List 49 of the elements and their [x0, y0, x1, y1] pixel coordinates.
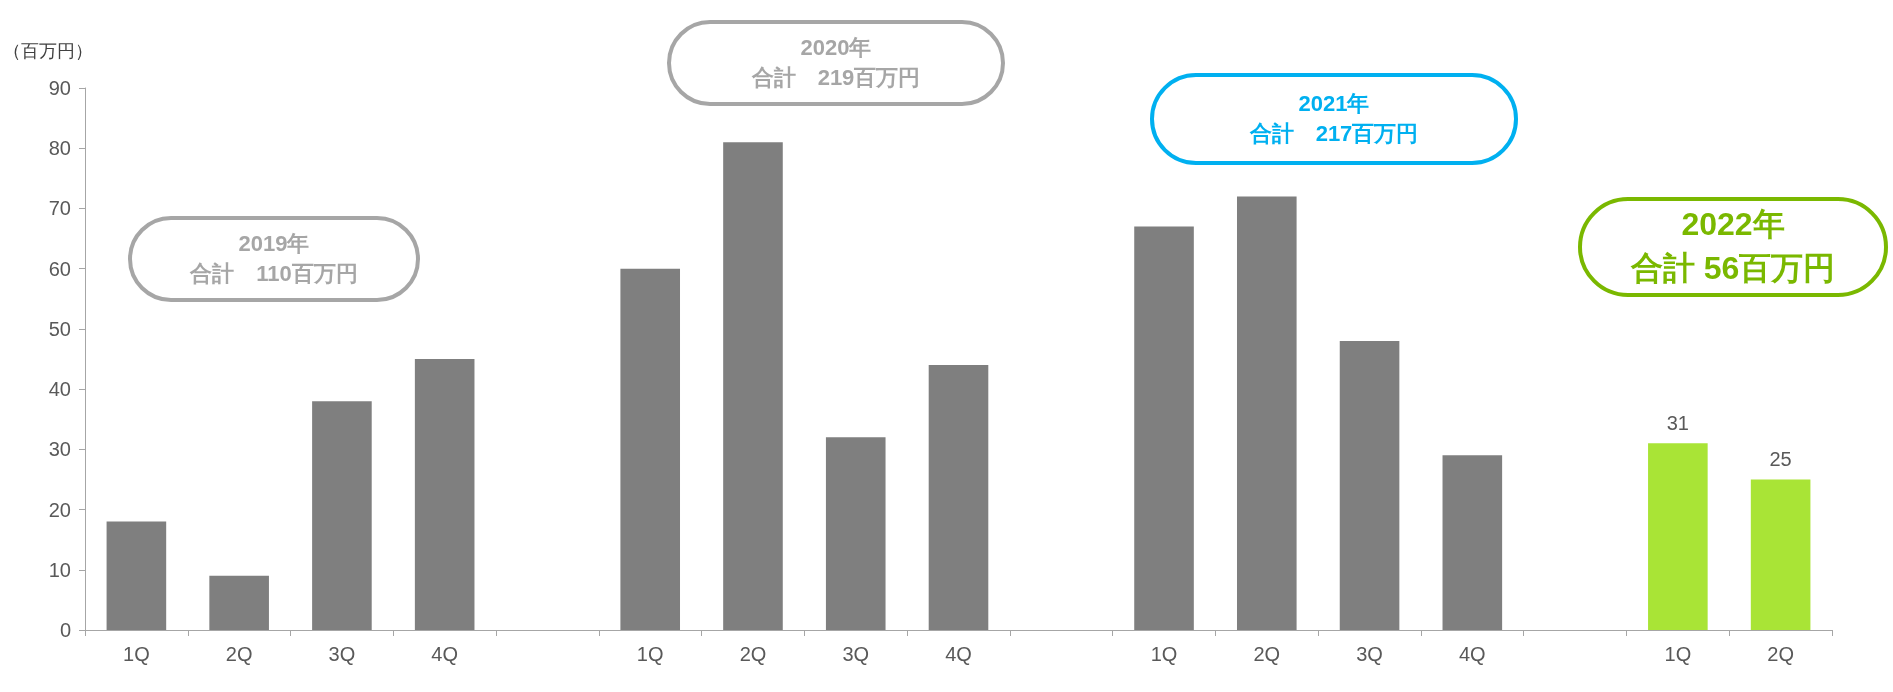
y-tick-label: 0 — [59, 619, 71, 641]
bar — [723, 142, 783, 630]
x-tick-label: 3Q — [328, 643, 356, 665]
x-tick-label: 2Q — [225, 643, 253, 665]
x-tick-label: 4Q — [431, 643, 459, 665]
y-tick-label: 20 — [48, 498, 71, 521]
y-tick-label: 10 — [48, 558, 71, 581]
annotation: 合計 110百万円 — [190, 259, 358, 288]
y-tick-label: 80 — [48, 137, 71, 160]
bar — [1134, 226, 1194, 630]
bar — [209, 575, 269, 630]
bar — [414, 359, 475, 630]
x-tick-label: 2Q — [1253, 643, 1281, 665]
annotation: 2022年 — [1681, 205, 1785, 245]
bar — [106, 521, 167, 630]
y-tick-label: 30 — [48, 438, 71, 461]
y-tick-label: 90 — [48, 77, 71, 99]
bar — [1648, 443, 1708, 630]
y-tick-label: 70 — [48, 197, 71, 220]
y-axis-title: （百万円） — [3, 41, 93, 61]
x-tick-label: 2Q — [739, 643, 767, 665]
data-label: 25 — [1769, 448, 1792, 471]
bar — [928, 365, 989, 630]
annotation: 合計 217百万円 — [1249, 119, 1419, 148]
bar — [1442, 455, 1503, 630]
annotation: 合計 56百万円 — [1630, 248, 1836, 288]
x-tick-label: 3Q — [1356, 643, 1383, 665]
x-tick-label: 4Q — [1458, 643, 1486, 665]
x-tick-label: 1Q — [1150, 643, 1178, 665]
annotation: 合計 219百万円 — [751, 63, 921, 92]
bar — [620, 268, 681, 630]
annotation: 2021年 — [1298, 90, 1370, 119]
x-tick-label: 1Q — [636, 643, 664, 665]
data-label: 31 — [1666, 412, 1689, 435]
x-tick-label: 2Q — [1767, 643, 1794, 665]
annotation: 2019年 — [238, 230, 310, 259]
text: 2020年 — [800, 34, 872, 63]
bar — [312, 401, 372, 630]
bar — [1236, 196, 1297, 630]
x-tick-label: 4Q — [945, 643, 972, 665]
x-tick-label: 1Q — [1664, 643, 1692, 665]
y-tick-label: 40 — [48, 378, 71, 401]
bar — [1339, 340, 1400, 630]
x-tick-label: 1Q — [123, 643, 150, 665]
y-tick-label: 50 — [48, 317, 71, 340]
bar — [1750, 479, 1811, 630]
y-tick-label: 60 — [48, 257, 71, 280]
bar — [825, 437, 886, 630]
x-tick-label: 3Q — [842, 643, 870, 665]
